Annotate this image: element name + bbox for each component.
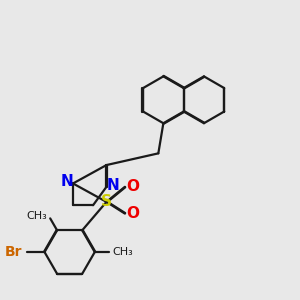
Text: N: N bbox=[107, 178, 119, 193]
Text: O: O bbox=[127, 206, 140, 221]
Text: S: S bbox=[101, 194, 112, 209]
Text: O: O bbox=[127, 179, 140, 194]
Text: CH₃: CH₃ bbox=[112, 247, 133, 257]
Text: N: N bbox=[61, 174, 73, 189]
Text: Br: Br bbox=[4, 245, 22, 259]
Text: CH₃: CH₃ bbox=[26, 211, 47, 221]
